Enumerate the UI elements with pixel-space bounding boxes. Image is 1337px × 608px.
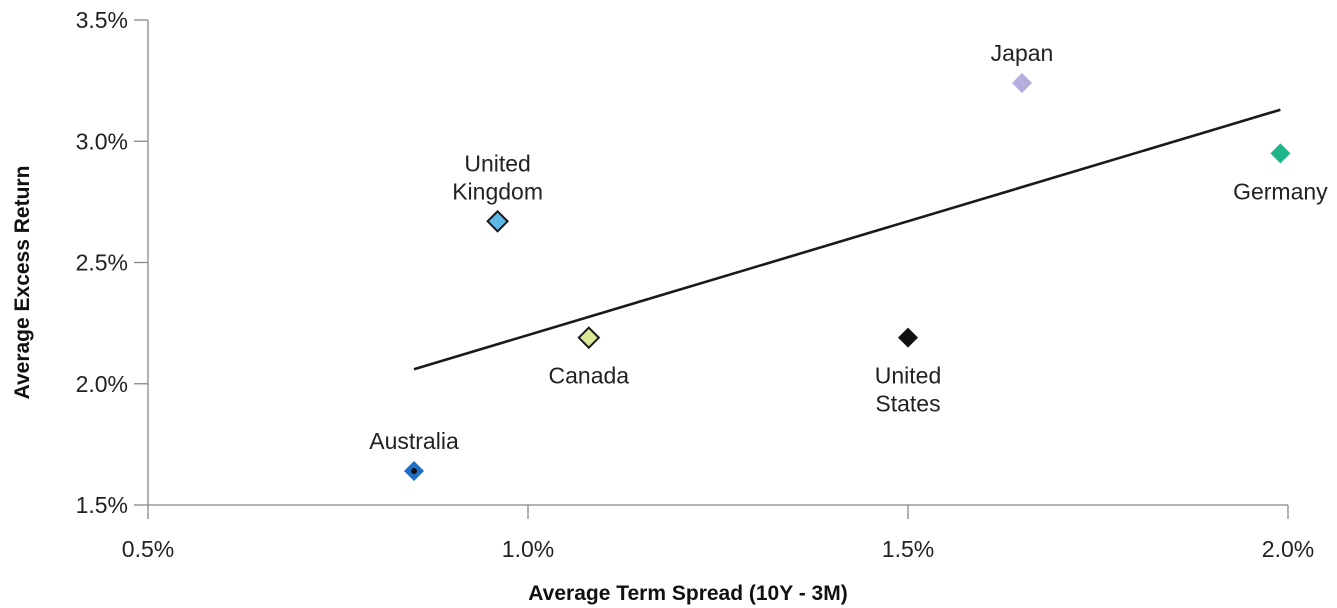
data-point: Australia [369, 428, 459, 482]
x-axis-title: Average Term Spread (10Y - 3M) [528, 582, 847, 605]
y-tick-label: 3.5% [76, 7, 128, 33]
diamond-marker [1012, 73, 1032, 94]
diamond-marker [486, 209, 510, 233]
y-axis-title: Average Excess Return [11, 166, 34, 400]
x-ticks: 0.5% 1.0% 1.5% 2.0% [122, 505, 1314, 562]
diamond-marker [898, 327, 918, 348]
point-label: United [464, 150, 530, 176]
x-tick-label: 0.5% [122, 536, 174, 562]
diamond-marker [577, 326, 601, 350]
marker-center-dot [411, 468, 417, 475]
y-ticks: 1.5% 2.0% 2.5% 3.0% 3.5% [76, 7, 148, 518]
y-tick-label: 2.0% [76, 371, 128, 397]
y-tick-label: 3.0% [76, 128, 128, 154]
y-tick-label: 2.5% [76, 250, 128, 276]
point-label: States [875, 391, 940, 417]
x-tick-label: 2.0% [1262, 536, 1314, 562]
point-label: United [875, 363, 941, 389]
data-point: Canada [549, 326, 630, 389]
point-label: Australia [369, 428, 459, 454]
point-label: Japan [991, 40, 1054, 66]
data-point: Japan [991, 40, 1054, 94]
point-label: Canada [549, 363, 630, 389]
y-tick-label: 1.5% [76, 492, 128, 518]
x-tick-label: 1.5% [882, 536, 934, 562]
diamond-marker [1270, 143, 1291, 164]
trend-line [413, 108, 1281, 371]
data-point: Germany [1233, 143, 1328, 204]
point-label: Germany [1233, 178, 1328, 204]
point-label: Kingdom [452, 178, 543, 204]
x-tick-label: 1.0% [502, 536, 554, 562]
axes [147, 20, 1288, 506]
